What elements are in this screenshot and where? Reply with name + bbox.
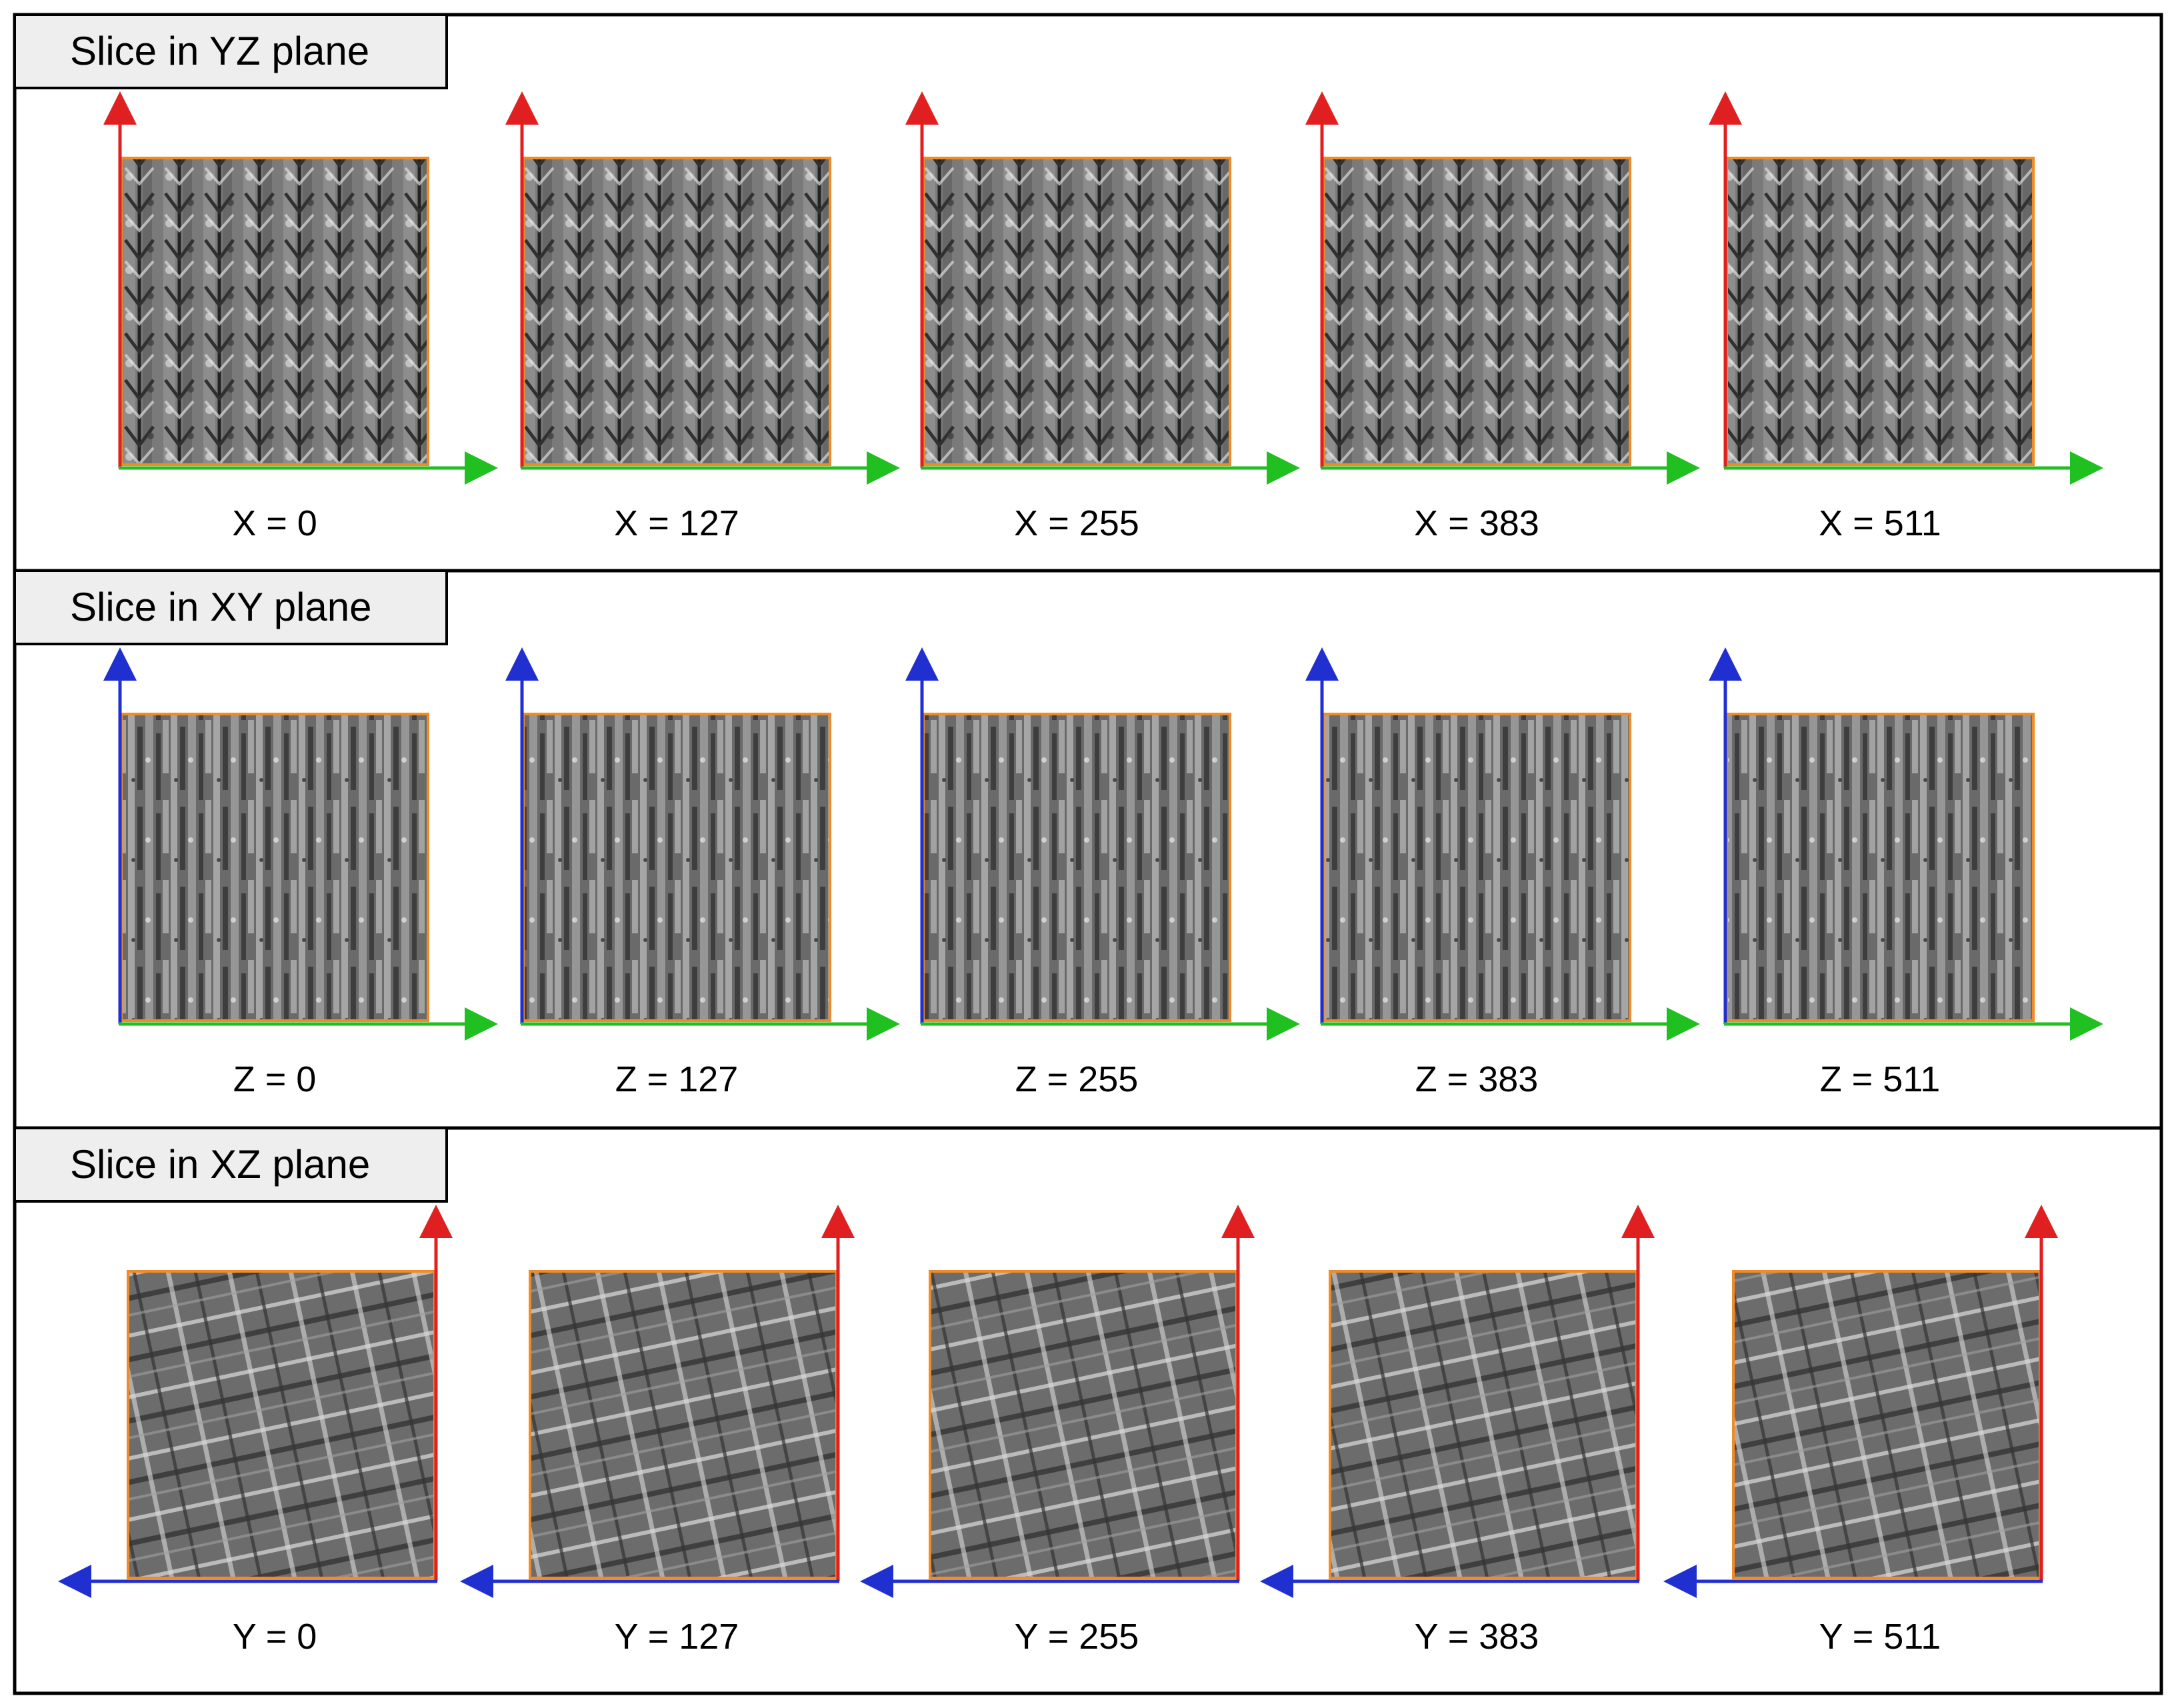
slice-2-3: Y = 383 [1260,1205,1655,1657]
panel-title-tab [13,569,448,645]
panel-title: Slice in YZ plane [70,29,369,73]
panel-0: Slice in YZ plane X = 0 X = 127 X = 255 X = … [13,13,2103,543]
slice-image [929,1270,1238,1579]
slice-label: X = 383 [1414,503,1539,543]
slice-1-2: Z = 255 [905,647,1300,1099]
panel-2: Slice in XZ plane Y = 0 Y = 127 Y = 255 Y = … [13,1126,2161,1657]
slice-image [529,1270,838,1579]
slice-image [922,713,1231,1022]
slice-image [120,713,429,1022]
slice-label: X = 0 [232,503,317,543]
slice-image [1732,1270,2041,1579]
slice-0-1: X = 127 [505,91,900,543]
slice-1-4: Z = 511 [1709,647,2103,1099]
slice-2-2: Y = 255 [860,1205,1255,1657]
slice-2-4: Y = 511 [1663,1205,2058,1657]
slice-1-3: Z = 383 [1305,647,1700,1099]
slice-label: Y = 383 [1415,1617,1539,1657]
slice-0-2: X = 255 [905,91,1300,543]
slice-label: Z = 255 [1015,1059,1139,1099]
slice-0-4: X = 511 [1709,91,2103,543]
panel-title-tab [13,13,448,89]
panel-title: Slice in XY plane [70,585,372,629]
slice-image [1322,713,1631,1022]
slice-image [522,157,831,466]
figure-frame [13,13,2163,1695]
slice-label: Z = 383 [1415,1059,1539,1099]
slice-2-1: Y = 127 [460,1205,855,1657]
slice-label: Z = 127 [615,1059,739,1099]
slice-label: Y = 0 [233,1617,317,1657]
panel-title-tab [13,1127,448,1203]
slice-label: X = 255 [1014,503,1139,543]
slice-2-0: Y = 0 [58,1205,453,1657]
slice-image [127,1270,436,1579]
slice-0-0: X = 0 [103,91,498,543]
slice-1-0: Z = 0 [103,647,498,1099]
panel-title: Slice in XZ plane [70,1142,370,1187]
slice-image [522,713,831,1022]
slice-label: X = 511 [1819,503,1941,543]
slice-image [1725,157,2035,466]
panel-1: Slice in XY plane Z = 0 Z = 127 Z = 255 Z = … [13,569,2161,1099]
slice-label: Z = 511 [1820,1059,1941,1099]
slice-image [1322,157,1631,466]
slice-image [1329,1270,1638,1579]
slice-label: Y = 255 [1015,1617,1139,1657]
slice-label: Z = 0 [233,1059,317,1099]
slice-0-3: X = 383 [1305,91,1700,543]
slice-image [922,157,1231,466]
slice-label: Y = 511 [1819,1617,1941,1657]
slice-label: X = 127 [614,503,739,543]
slice-label: Y = 127 [615,1617,739,1657]
slice-1-1: Z = 127 [505,647,900,1099]
slice-image [120,157,429,466]
slice-image [1725,713,2035,1022]
